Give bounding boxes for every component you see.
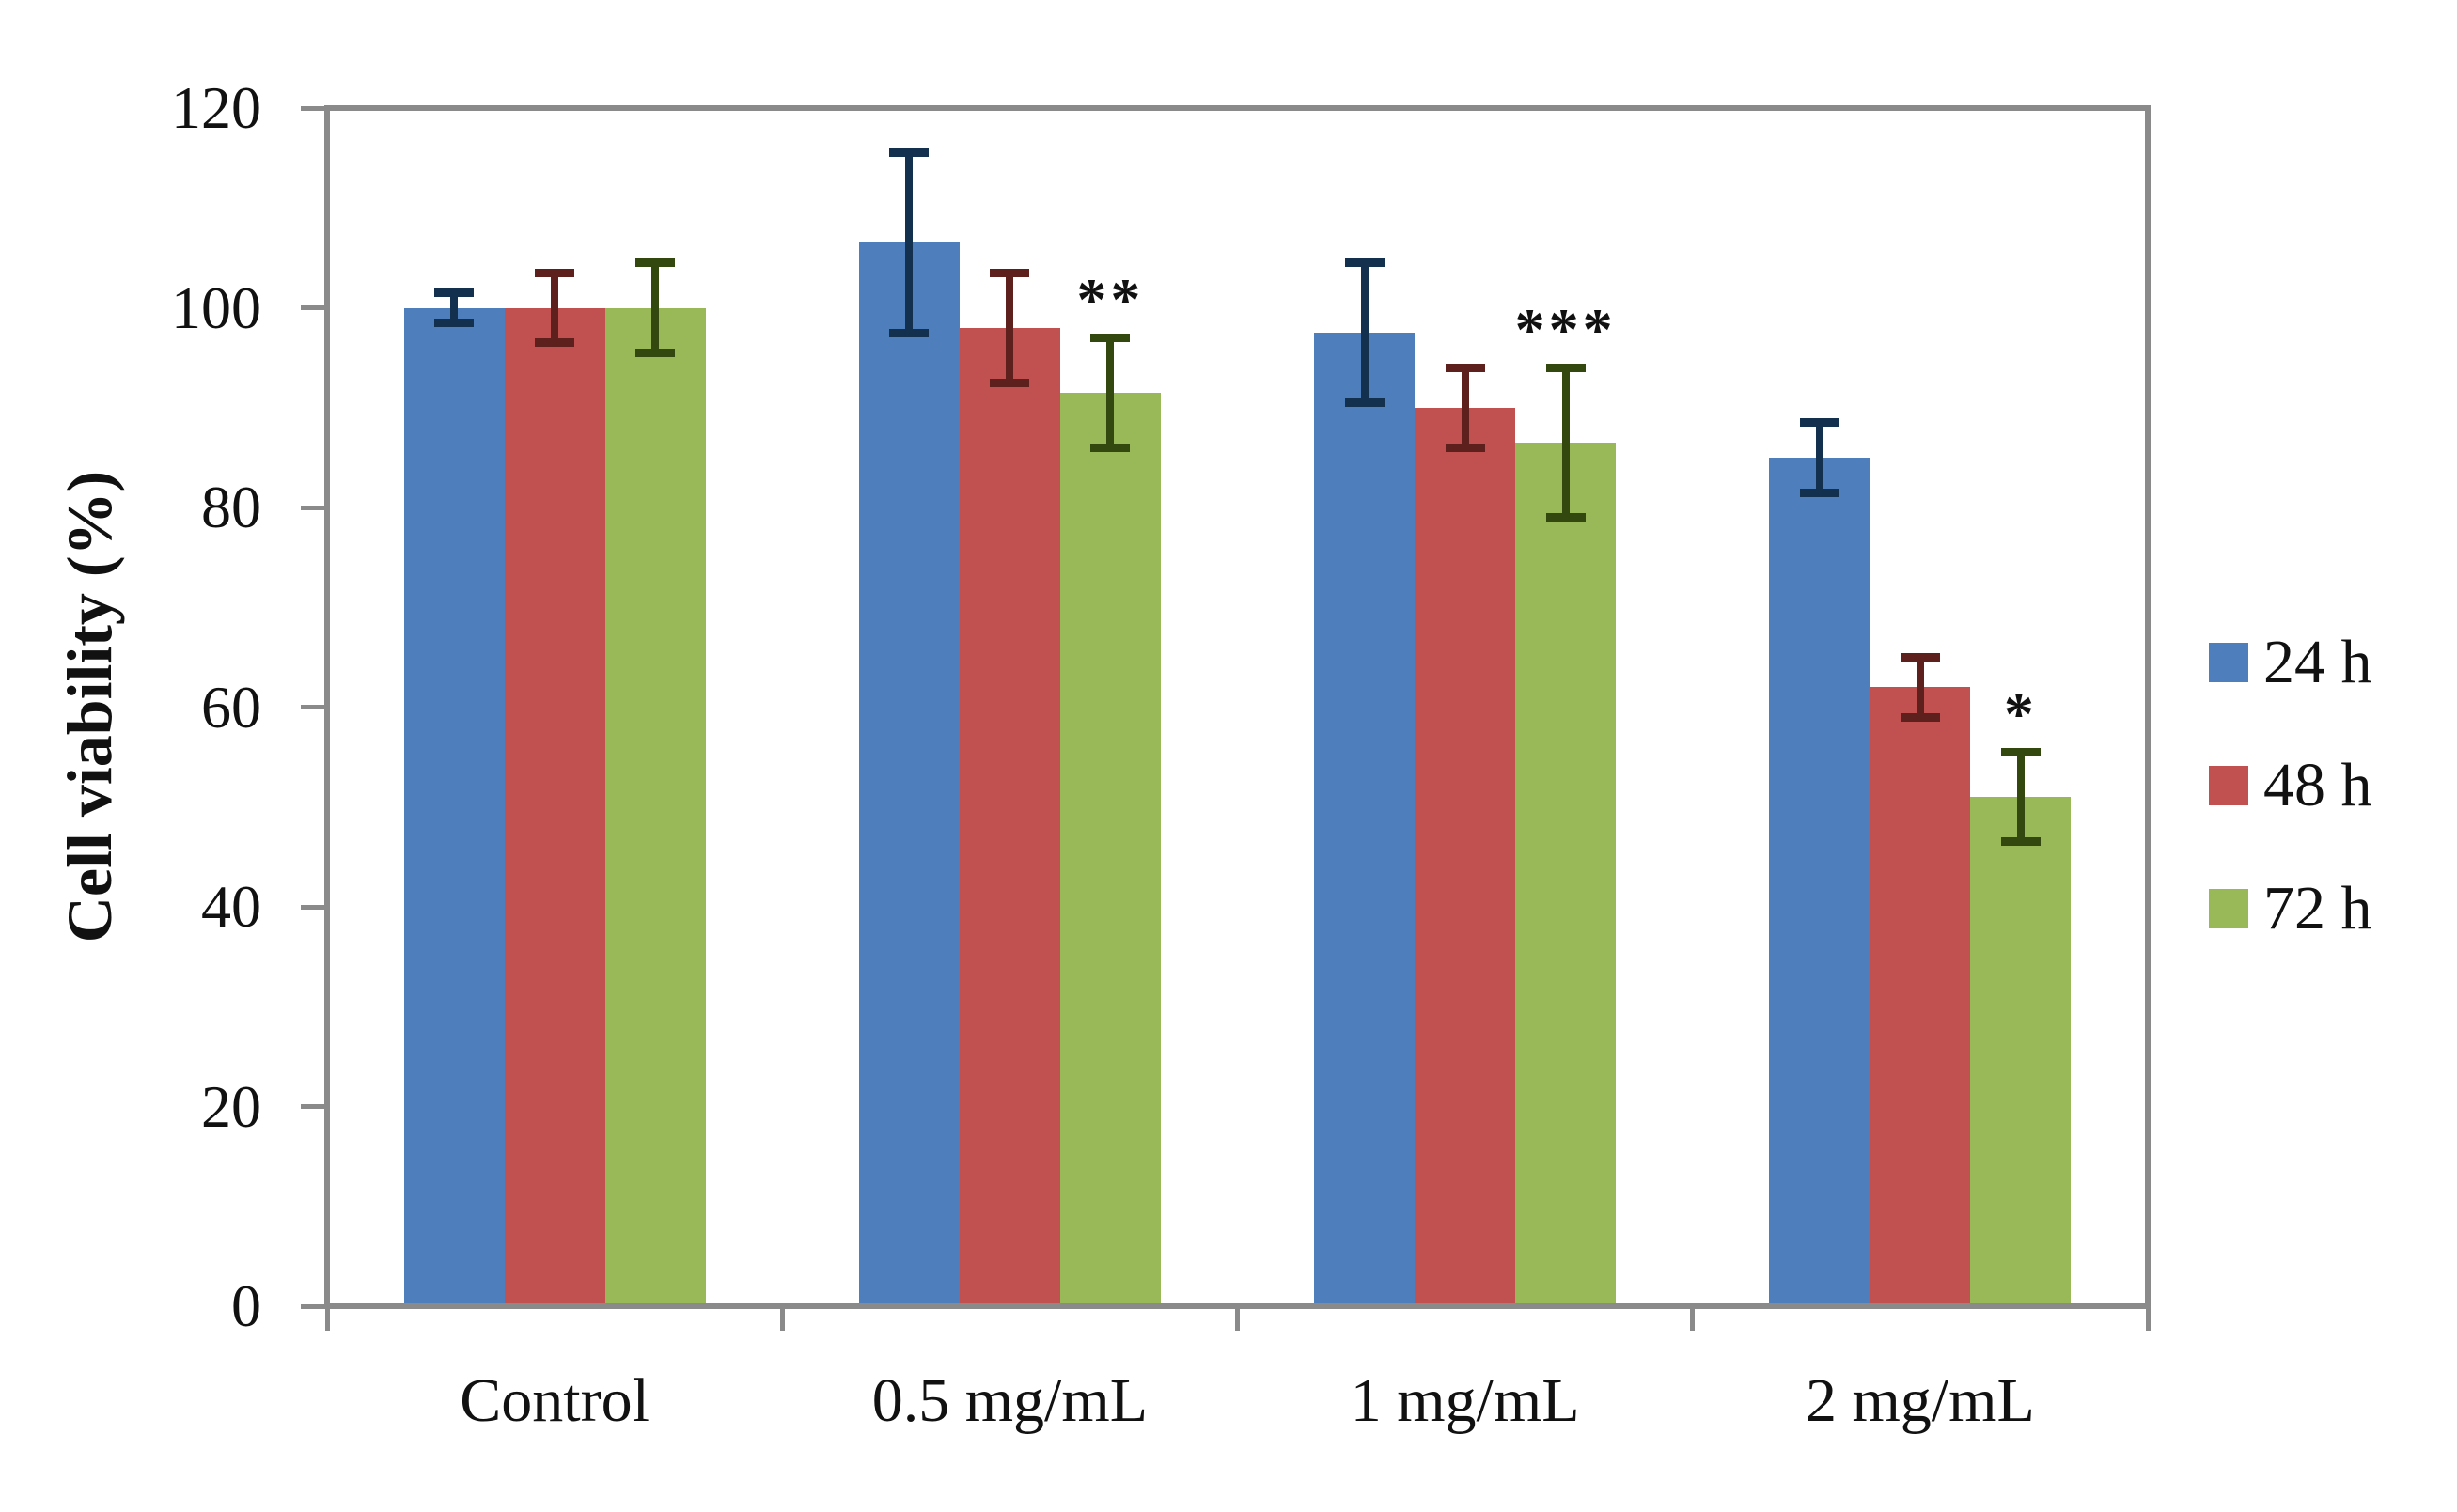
plot-top-border bbox=[324, 105, 2151, 111]
error-bar-top-cap bbox=[434, 288, 475, 298]
error-bar-stem bbox=[2016, 752, 2025, 842]
error-bar-top-cap bbox=[889, 148, 930, 158]
error-bar-stem bbox=[551, 273, 559, 343]
y-tick bbox=[301, 305, 327, 310]
error-bar-top-cap bbox=[1799, 418, 1839, 428]
error-bar-bottom-cap bbox=[1900, 712, 1940, 722]
bar-24h-1mgmL bbox=[1314, 333, 1416, 1306]
category-label: 0.5 mg/mL bbox=[871, 1366, 1149, 1435]
bar-24h-05mgmL bbox=[858, 242, 960, 1306]
error-bar-stem bbox=[1815, 422, 1823, 493]
y-axis-line bbox=[324, 105, 330, 1309]
y-tick-label: 100 bbox=[171, 273, 261, 341]
error-bar-bottom-cap bbox=[1545, 513, 1586, 522]
bar-48h-2mgmL bbox=[1870, 687, 1971, 1306]
y-tick bbox=[301, 705, 327, 709]
error-bar-top-cap bbox=[635, 258, 676, 268]
error-bar-stem bbox=[905, 152, 914, 334]
y-tick bbox=[301, 904, 327, 910]
y-tick bbox=[301, 1104, 327, 1109]
legend-swatch-72h bbox=[2209, 889, 2248, 928]
x-tick bbox=[1235, 1306, 1240, 1331]
y-tick bbox=[301, 105, 327, 111]
bar-72h-05mgmL bbox=[1059, 392, 1161, 1306]
bar-48h-Control bbox=[504, 307, 605, 1306]
y-tick-label: 40 bbox=[201, 873, 261, 940]
y-tick bbox=[301, 505, 327, 510]
bar-48h-05mgmL bbox=[959, 327, 1060, 1306]
error-bar-stem bbox=[1006, 273, 1014, 383]
error-bar-bottom-cap bbox=[990, 378, 1030, 387]
error-bar-top-cap bbox=[2000, 747, 2041, 756]
y-tick-label: 0 bbox=[231, 1272, 261, 1339]
bar-72h-2mgmL bbox=[1970, 797, 2072, 1306]
error-bar-bottom-cap bbox=[434, 318, 475, 327]
error-bar-top-cap bbox=[1344, 258, 1385, 268]
category-label: 1 mg/mL bbox=[1350, 1366, 1580, 1435]
plot-right-border bbox=[2145, 105, 2151, 1309]
bar-24h-Control bbox=[403, 307, 505, 1306]
error-bar-stem bbox=[1916, 657, 1924, 718]
error-bar-top-cap bbox=[1545, 363, 1586, 372]
y-tick-label: 20 bbox=[201, 1072, 261, 1140]
x-tick bbox=[779, 1306, 785, 1331]
significance-label: ** bbox=[1076, 266, 1145, 334]
error-bar-stem bbox=[450, 292, 459, 323]
error-bar-top-cap bbox=[1445, 363, 1485, 372]
x-tick bbox=[2145, 1306, 2151, 1331]
error-bar-stem bbox=[1461, 367, 1469, 448]
error-bar-stem bbox=[1106, 337, 1115, 448]
error-bar-top-cap bbox=[990, 268, 1030, 277]
bar-48h-1mgmL bbox=[1415, 407, 1516, 1306]
error-bar-bottom-cap bbox=[1445, 443, 1485, 452]
error-bar-top-cap bbox=[1090, 333, 1131, 342]
significance-label: * bbox=[2003, 680, 2038, 748]
legend-label-24h: 24 h bbox=[2263, 628, 2372, 696]
y-tick-label: 80 bbox=[201, 474, 261, 540]
error-bar-bottom-cap bbox=[635, 348, 676, 357]
bar-72h-Control bbox=[604, 307, 706, 1306]
error-bar-bottom-cap bbox=[535, 338, 575, 348]
category-label: 2 mg/mL bbox=[1805, 1366, 2035, 1435]
error-bar-bottom-cap bbox=[889, 328, 930, 337]
legend-label-72h: 72 h bbox=[2263, 874, 2372, 943]
y-tick-label: 60 bbox=[201, 673, 261, 740]
y-tick bbox=[301, 1303, 327, 1309]
error-bar-bottom-cap bbox=[2000, 837, 2041, 847]
category-label: Control bbox=[460, 1366, 649, 1435]
significance-label: *** bbox=[1514, 296, 1617, 364]
x-tick bbox=[324, 1306, 330, 1331]
error-bar-stem bbox=[1561, 367, 1570, 518]
bar-24h-2mgmL bbox=[1769, 457, 1870, 1306]
legend-swatch-24h bbox=[2209, 643, 2248, 682]
error-bar-stem bbox=[651, 262, 660, 353]
error-bar-bottom-cap bbox=[1090, 443, 1131, 452]
legend-swatch-48h bbox=[2209, 766, 2248, 805]
error-bar-bottom-cap bbox=[1344, 397, 1385, 407]
error-bar-stem bbox=[1360, 262, 1369, 403]
error-bar-bottom-cap bbox=[1799, 488, 1839, 497]
x-tick bbox=[1690, 1306, 1696, 1331]
bar-72h-1mgmL bbox=[1515, 442, 1617, 1306]
error-bar-top-cap bbox=[1900, 652, 1940, 662]
y-tick-label: 120 bbox=[171, 74, 261, 141]
legend-label-48h: 48 h bbox=[2263, 751, 2372, 819]
error-bar-top-cap bbox=[535, 268, 575, 277]
